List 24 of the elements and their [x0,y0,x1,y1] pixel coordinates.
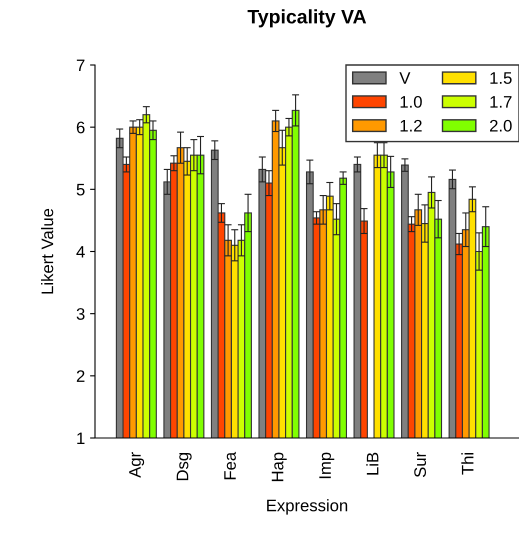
legend-label: 1.7 [490,96,512,108]
legend-label: 1.5 [490,72,512,84]
y-tick-label: 5 [76,184,85,196]
y-tick-label: 4 [76,246,85,258]
legend-label: V [399,72,410,84]
legend-label: 1.0 [400,96,422,108]
x-tick-label: Fea [224,452,236,480]
x-tick-label: Sur [414,452,426,478]
y-tick-label: 1 [77,432,84,444]
y-tick-label: 6 [76,122,85,134]
legend-label: 2.0 [490,120,512,132]
legend-label: 1.2 [400,120,422,132]
x-axis-title: Expression [267,499,348,515]
x-tick-label: Imp [319,452,334,478]
x-tick-label: LiB [366,452,378,475]
x-tick-label: Dsg [176,452,192,480]
y-tick-label: 7 [76,60,84,72]
x-tick-label: Agr [129,452,144,478]
y-tick-label: 3 [76,308,85,320]
x-tick-label: Hap [272,452,287,482]
y-tick-label: 2 [76,370,84,382]
y-axis-title: Likert Value [41,208,54,294]
x-tick-label: Thi [461,453,474,475]
chart-title: Typicality VA [248,9,366,28]
